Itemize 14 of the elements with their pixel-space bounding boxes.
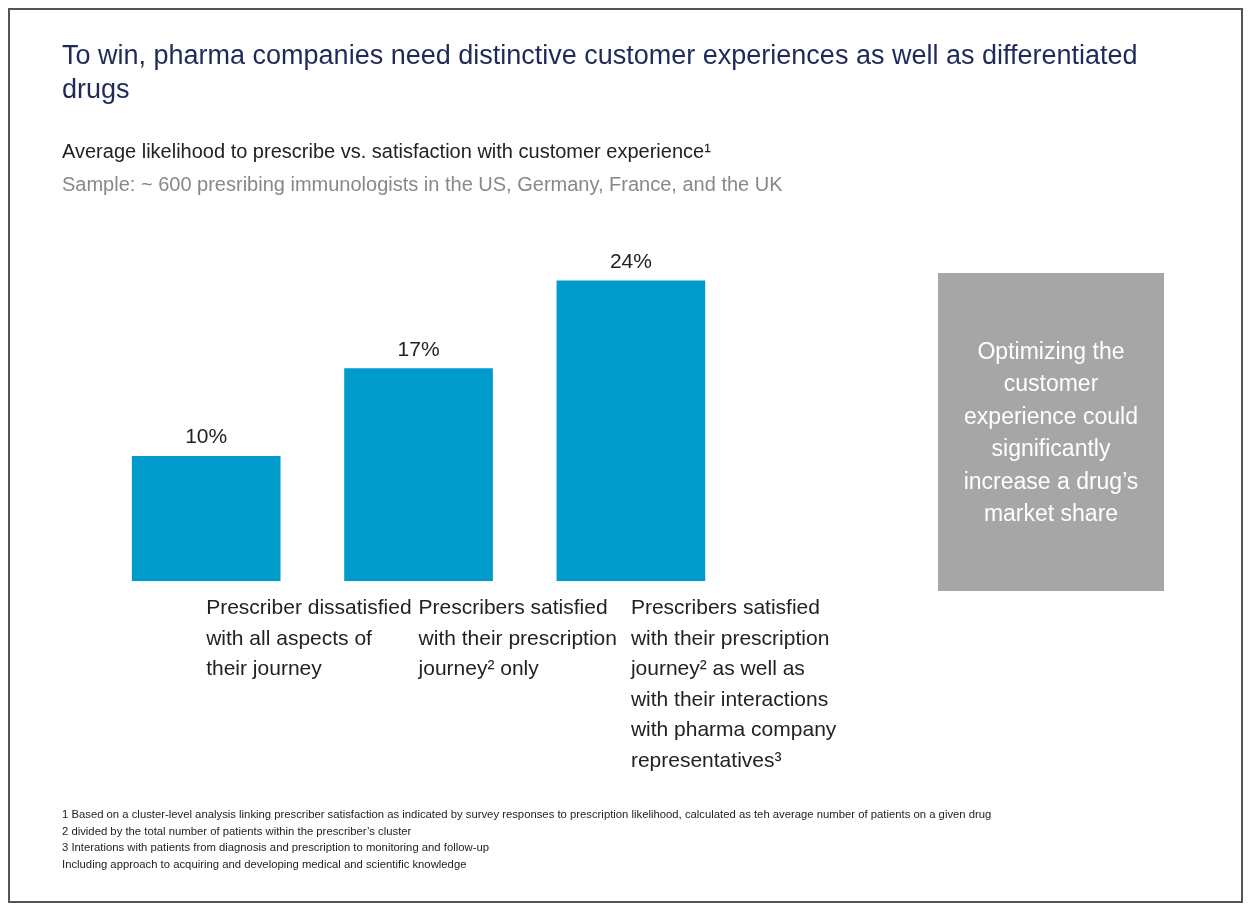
text: Optimizing the customer experience could significantly increase a drug’s market share [938, 273, 1164, 591]
x-tick-label: Prescribers satisfied with their prescription journey² as well as with their interactions with pharma company representatives³ [629, 595, 837, 771]
x-tick-label: Prescribers satisfied with their prescription journey² only [417, 595, 617, 680]
text: Sample: ~ 600 presribing immunologists in the US, Germany, France, and the UK [62, 173, 783, 196]
text: Including approach to acquiring and developing medical and scientific knowledge [62, 856, 468, 872]
data-label: 10% [185, 424, 228, 448]
text: 3 Interations with patients from diagnosis and prescription to monitoring and follow-up [62, 840, 490, 855]
chart-subtitle: Average likelihood to prescribe vs. satisfaction with customer experience¹ [62, 140, 711, 163]
data-label: 17% [397, 336, 440, 360]
text: 2 divided by the total number of patients within the prescriber’s cluster [62, 823, 413, 839]
text: 1 Based on a cluster-level analysis linking prescriber satisfaction as indicated by survey responses to prescription likelihood, calculated as teh average number of patients on a given drug [62, 807, 992, 822]
chart-title: To win, pharma companies need distinctive customer experiences as well as differentiated drugs [62, 39, 1139, 106]
data-label: 24% [609, 248, 652, 272]
x-tick-label: Prescriber dissatisfied with all aspects of their journey [205, 595, 412, 680]
